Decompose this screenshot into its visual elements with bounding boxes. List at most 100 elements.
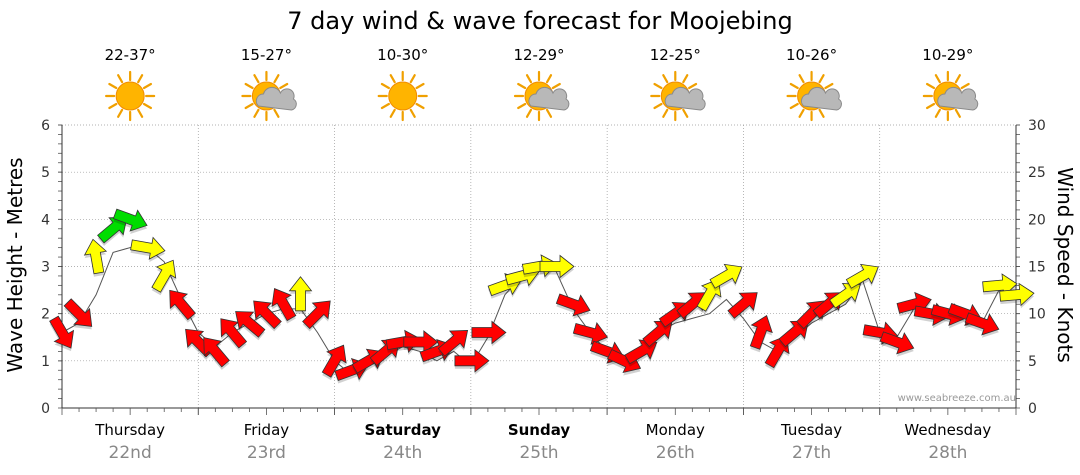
wind-arrow xyxy=(572,322,609,345)
wind-arrow xyxy=(454,348,490,373)
credit-text: www.seabreeze.com.au xyxy=(898,393,1016,404)
wind-arrow xyxy=(130,236,166,260)
y2-tick-label: 5 xyxy=(1028,354,1037,370)
day-temperature: 10-29° xyxy=(922,46,973,64)
sun-ray xyxy=(653,102,663,110)
wind-arrow xyxy=(151,259,177,293)
sun-ray xyxy=(108,102,118,110)
wind-arrow xyxy=(49,315,75,349)
sun-ray xyxy=(389,108,396,118)
cloud-shape xyxy=(528,86,570,111)
wind-arrow xyxy=(203,337,230,368)
sun-ray xyxy=(517,82,527,90)
sun-ray xyxy=(525,108,533,118)
sun-ray xyxy=(798,108,805,118)
cloud-shape xyxy=(937,86,979,111)
y-tick-label: 6 xyxy=(41,118,50,134)
y-tick-label: 5 xyxy=(41,165,50,181)
sun-ray xyxy=(253,108,260,118)
wind-arrow xyxy=(471,320,507,345)
sun-ray xyxy=(662,74,669,84)
sun-ray xyxy=(925,82,936,90)
sun-ray xyxy=(380,102,390,110)
wind-arrow xyxy=(253,300,282,330)
sun-ray xyxy=(117,108,124,118)
sun-ray xyxy=(244,82,254,90)
wind-arrow xyxy=(642,320,673,348)
day-date: 22nd xyxy=(109,443,152,463)
y2-tick-label: 25 xyxy=(1028,165,1046,181)
wind-arrow xyxy=(83,238,108,275)
y2-tick-label: 10 xyxy=(1028,307,1046,323)
sun-ray xyxy=(415,82,425,90)
sun-ray xyxy=(137,108,144,118)
data-series xyxy=(49,208,1035,384)
day-date: 25th xyxy=(519,443,558,463)
wind-arrow xyxy=(845,263,879,289)
day-date: 26th xyxy=(656,443,695,463)
wind-arrow xyxy=(964,312,1000,336)
sun-disc xyxy=(388,81,418,111)
wind-arrow xyxy=(220,318,248,349)
cloud-shape xyxy=(255,86,297,111)
wind-arrow xyxy=(555,293,591,317)
y-tick-label: 1 xyxy=(41,354,50,370)
day-name: Tuesday xyxy=(780,421,842,439)
wind-arrow xyxy=(235,311,266,338)
sun-ray xyxy=(954,74,961,84)
sun-ray xyxy=(117,74,124,84)
sun-icon xyxy=(377,70,428,122)
sun-ray xyxy=(545,108,553,118)
y2-axis-label: Wind Speed - Knots xyxy=(1053,167,1077,363)
day-date: 23rd xyxy=(247,443,286,463)
sun-ray xyxy=(253,74,260,84)
cloud-shape xyxy=(664,86,706,111)
wind-arrow xyxy=(999,282,1035,307)
wind-arrow xyxy=(288,276,313,312)
sun-ray xyxy=(789,82,799,90)
day-temperature: 10-26° xyxy=(786,46,837,64)
sun-ray xyxy=(818,74,825,84)
wind-arrow xyxy=(97,216,128,244)
wind-arrow xyxy=(709,263,743,289)
sun-ray xyxy=(142,102,153,110)
wind-arrow xyxy=(829,283,861,309)
day-name: Sunday xyxy=(508,421,571,439)
sun-ray xyxy=(934,74,941,84)
sun-disc xyxy=(115,81,145,111)
sun-ray xyxy=(954,108,961,118)
wind-arrow xyxy=(539,254,575,279)
sun-ray xyxy=(662,108,669,118)
sun-ray xyxy=(551,82,561,90)
sun-ray xyxy=(415,102,425,110)
cloud-shape xyxy=(801,86,842,111)
day-temperature: 10-30° xyxy=(377,46,428,64)
wind-arrow xyxy=(437,330,469,357)
day-temperature: 12-29° xyxy=(513,46,564,64)
day-date: 27th xyxy=(792,443,831,463)
y2-tick-label: 0 xyxy=(1028,401,1037,417)
day-name: Monday xyxy=(646,421,705,439)
sun-ray xyxy=(682,108,689,118)
sun-ray xyxy=(142,82,153,90)
sun-ray xyxy=(824,82,834,90)
wind-arrow xyxy=(321,344,347,378)
y2-tick-label: 20 xyxy=(1028,212,1046,228)
day-date: 24th xyxy=(383,443,422,463)
sun-ray xyxy=(682,74,689,84)
day-footer-group: Thursday 22nd Friday 23rd Saturday 24th Sunday… xyxy=(94,421,991,463)
wind-arrow xyxy=(112,208,148,232)
y-axis-label: Wave Height - Metres xyxy=(3,157,27,372)
partly-cloudy-icon xyxy=(786,70,842,122)
sun-icon xyxy=(105,70,156,122)
y2-tick-label: 30 xyxy=(1028,118,1046,134)
sun-ray xyxy=(108,82,118,90)
partly-cloudy-icon xyxy=(650,70,706,122)
sun-ray xyxy=(818,108,825,118)
wind-arrow xyxy=(403,330,439,354)
sun-ray xyxy=(688,82,698,90)
partly-cloudy-icon xyxy=(922,70,979,122)
axis-ticks: 0 1 2 3 4 5 6 0 5 10 15 20 25 30 xyxy=(41,118,1046,417)
y-tick-label: 4 xyxy=(41,212,50,228)
sun-ray xyxy=(525,74,533,84)
